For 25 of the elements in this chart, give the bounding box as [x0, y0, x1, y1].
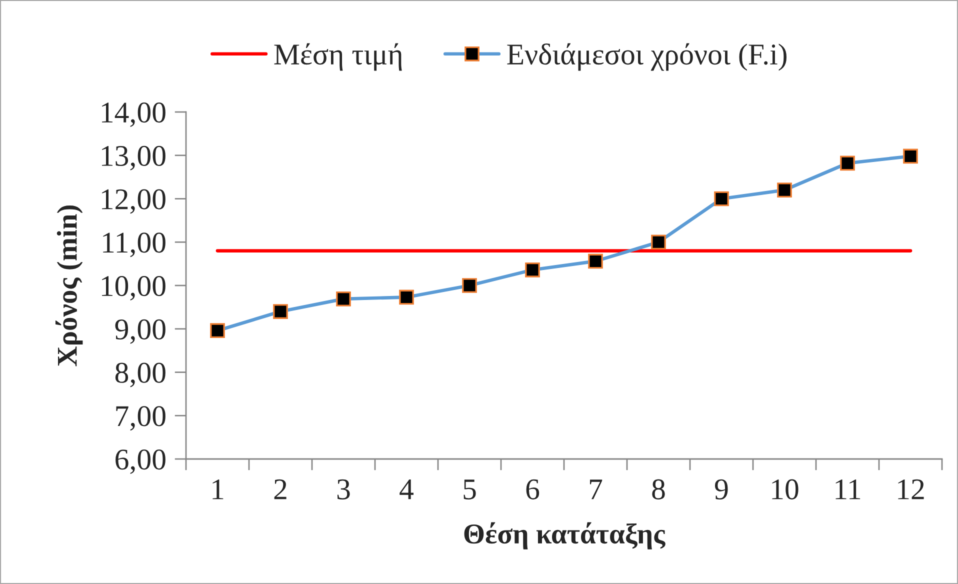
y-axis-title: Χρόνος (min) [55, 205, 83, 366]
y-tick-label: 9,00 [115, 319, 166, 344]
x-tick-label: 5 [464, 480, 476, 500]
y-tick-label: 14,00 [102, 102, 166, 127]
x-tick-label: 9 [714, 479, 728, 500]
x-tick-label: 10 [772, 479, 798, 500]
x-tick-label: 12 [898, 479, 924, 500]
x-tick-label: 6 [526, 479, 540, 500]
y-tick-label: 10,00 [102, 276, 166, 300]
y-tick-label: 6,00 [116, 450, 166, 474]
y-tick-label: 12,00 [102, 189, 166, 214]
x-axis-title: Θέση κατάταξης [464, 522, 666, 550]
x-tick-label: 2 [274, 479, 286, 500]
x-tick-label: 4 [400, 480, 414, 500]
y-tick-label: 13,00 [102, 146, 166, 170]
y-tick-label: 7,00 [116, 406, 166, 431]
y-tick-label: 8,00 [115, 362, 166, 388]
legend-label: Μέση τιμή [274, 43, 402, 71]
x-tick-label: 8 [652, 479, 665, 500]
x-tick-label: 1 [212, 479, 224, 500]
x-tick-label: 3 [337, 479, 350, 500]
y-tick-label: 11,00 [103, 232, 166, 258]
legend-label: Ενδιάμεσοι χρόνοι (F.i) [507, 43, 786, 71]
x-tick-label: 7 [590, 480, 602, 500]
x-tick-label: 11 [836, 479, 860, 500]
